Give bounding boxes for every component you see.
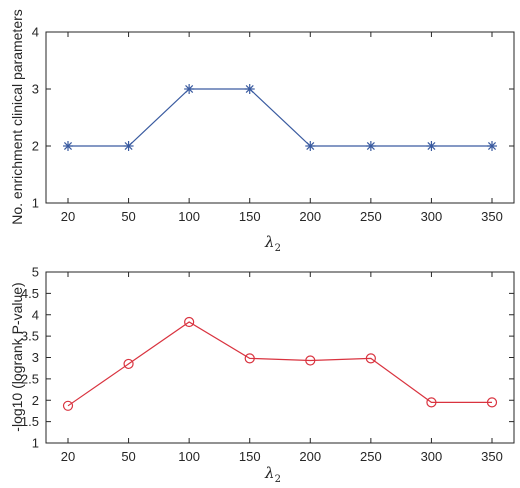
bottom-x-axis-symbol: λ — [264, 464, 275, 482]
x-tick-label: 20 — [61, 449, 75, 464]
data-point — [184, 316, 195, 328]
top-x-axis-subscript: 2 — [275, 243, 281, 254]
x-tick-label: 200 — [299, 209, 321, 224]
data-point — [426, 141, 437, 151]
top-plot-area — [45, 31, 515, 204]
x-tick-label: 100 — [178, 209, 200, 224]
x-tick-label: 250 — [360, 449, 382, 464]
y-tick-label: 2 — [32, 139, 39, 154]
data-point — [244, 353, 255, 364]
y-tick-label: 5 — [32, 265, 39, 280]
y-tick-label: 3 — [32, 350, 39, 365]
data-point — [426, 397, 437, 408]
x-tick-label: 350 — [481, 209, 503, 224]
bottom-chart: 1 1.5 2 2.5 3 3.5 4 4.5 5 20 50 100 150 200 250 300 350… — [9, 265, 515, 485]
y-tick-label: 1 — [32, 196, 39, 211]
x-tick-label: 300 — [421, 209, 443, 224]
bottom-y-ticks: 1 1.5 2 2.5 3 3.5 4 4.5 5 — [21, 265, 514, 451]
series-line — [68, 88, 492, 147]
x-tick-label: 150 — [239, 449, 261, 464]
data-point — [365, 141, 376, 151]
x-tick-label: 150 — [239, 209, 261, 224]
y-tick-label: 4.5 — [21, 286, 39, 301]
y-tick-label: 4 — [32, 307, 39, 322]
top-x-axis-label: λ2 — [264, 233, 281, 254]
series-line — [67, 321, 492, 407]
top-x-axis-symbol: λ — [264, 233, 275, 251]
y-tick-label: 1.5 — [21, 414, 39, 429]
bottom-y-axis-label: -log10 (logrank P-value) — [9, 282, 25, 431]
data-point — [184, 84, 195, 94]
top-series — [63, 84, 497, 151]
data-point — [365, 353, 376, 364]
x-tick-label: 50 — [121, 209, 135, 224]
bottom-plot-area — [45, 271, 515, 444]
data-point — [305, 141, 316, 151]
y-tick-label: 4 — [32, 25, 39, 40]
bottom-x-axis-label: λ2 — [264, 464, 281, 485]
top-x-ticks: 20 50 100 150 200 250 300 350 — [61, 32, 503, 224]
data-point — [62, 400, 74, 411]
x-tick-label: 200 — [299, 449, 321, 464]
bottom-x-axis-subscript: 2 — [275, 474, 281, 485]
bottom-x-ticks: 20 50 100 150 200 250 300 350 — [61, 272, 503, 464]
top-y-ticks: 1 2 3 4 — [32, 25, 514, 211]
x-tick-label: 350 — [481, 449, 503, 464]
x-tick-label: 250 — [360, 209, 382, 224]
x-tick-label: 20 — [61, 209, 75, 224]
x-tick-label: 100 — [178, 449, 200, 464]
y-tick-label: 3 — [32, 82, 39, 97]
y-tick-label: 1 — [32, 436, 39, 451]
data-point — [123, 141, 134, 151]
data-point — [486, 397, 498, 408]
y-tick-label: 3.5 — [21, 329, 39, 344]
top-y-axis-label: No. enrichment clinical parameters — [9, 9, 25, 225]
x-tick-label: 50 — [121, 449, 135, 464]
top-chart: 1 2 3 4 20 50 100 150 200 250 300 350 No. enrichme… — [9, 9, 515, 254]
data-point — [123, 358, 134, 370]
data-point — [487, 141, 497, 151]
x-tick-label: 300 — [421, 449, 443, 464]
y-tick-label: 2.5 — [21, 371, 39, 386]
y-tick-label: 2 — [32, 393, 39, 408]
data-point — [305, 355, 316, 366]
bottom-series — [62, 316, 498, 411]
data-point — [63, 141, 73, 151]
data-point — [244, 84, 255, 94]
